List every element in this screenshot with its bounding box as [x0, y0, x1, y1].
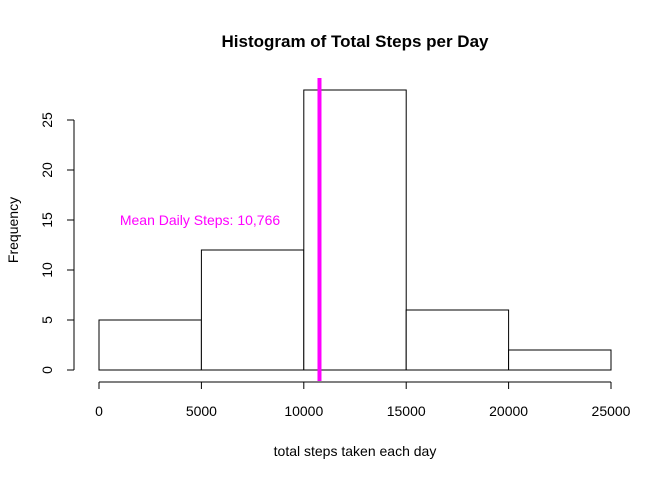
histogram-bar-1	[200, 249, 305, 371]
y-tick-label: 20	[39, 162, 55, 178]
chart-title: Histogram of Total Steps per Day	[221, 32, 489, 51]
x-tick-label: 10000	[284, 403, 323, 419]
histogram-bar-0	[98, 319, 202, 371]
y-tick-label: 0	[39, 366, 55, 374]
histogram-bar-3	[405, 309, 510, 371]
x-axis-label: total steps taken each day	[274, 443, 437, 459]
mean-marker: Mean Daily Steps: 10,766	[120, 78, 322, 381]
x-axis: 0 5000 10000 15000 20000 25000	[95, 381, 631, 419]
y-axis-label: Frequency	[5, 197, 21, 263]
histogram-bars	[98, 89, 612, 371]
x-tick-label: 0	[95, 403, 103, 419]
y-axis: 0 5 10 15 20 25	[39, 112, 75, 374]
x-tick-label: 5000	[186, 403, 217, 419]
y-tick-label: 15	[39, 212, 55, 228]
y-tick-label: 5	[39, 316, 55, 324]
mean-annotation: Mean Daily Steps: 10,766	[120, 212, 281, 228]
y-tick-label: 25	[39, 112, 55, 128]
x-tick-label: 25000	[592, 403, 631, 419]
x-tick-label: 15000	[387, 403, 426, 419]
histogram-bar-4	[508, 349, 612, 371]
y-tick-label: 10	[39, 262, 55, 278]
x-tick-label: 20000	[489, 403, 528, 419]
